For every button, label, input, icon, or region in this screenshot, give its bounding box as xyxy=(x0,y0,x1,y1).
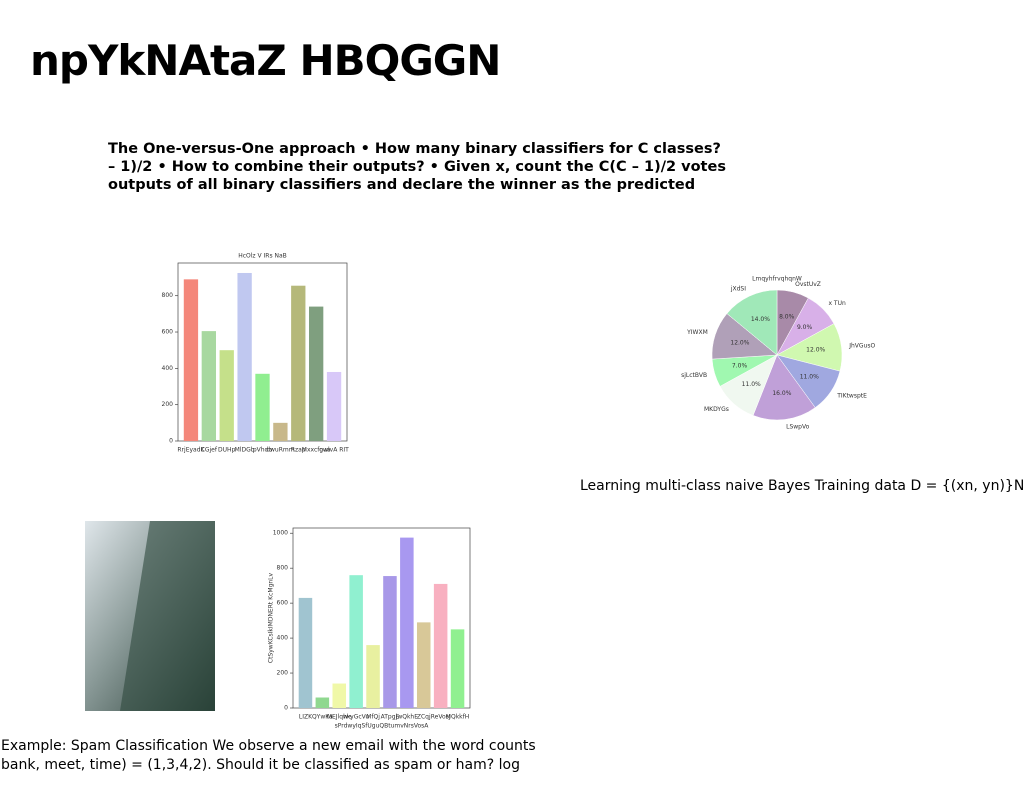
slice-value-label: 16.0% xyxy=(772,390,791,397)
x-tick-label: CGjef xyxy=(201,447,218,454)
bar xyxy=(416,622,431,708)
bar xyxy=(273,422,288,441)
footer-text: Example: Spam Classification We observe … xyxy=(1,737,536,775)
y-tick-label: 200 xyxy=(277,670,289,677)
bar xyxy=(450,629,465,708)
slice-label: x TUn xyxy=(828,300,846,307)
intro-text: The One-versus-One approach • How many b… xyxy=(108,140,726,194)
slice-label: JhVGusO xyxy=(848,342,875,349)
pie-slice xyxy=(726,289,778,356)
x-tick-label: MEJlqwe xyxy=(327,714,352,721)
x-tick-label: gwlvA RIT xyxy=(319,447,349,454)
slice-value-label: 14.0% xyxy=(751,316,770,323)
chart-title: LmqyhfrvqhqnW xyxy=(752,276,802,283)
caption: Learning multi-class naive Bayes Trainin… xyxy=(580,478,1024,494)
slice-label: MKDYGs xyxy=(704,406,729,413)
slide-title: npYkNAtaZ HBQGGN xyxy=(30,36,501,85)
y-tick-label: 0 xyxy=(284,705,288,712)
slice-label: YIWXM xyxy=(686,329,708,336)
y-tick-label: 600 xyxy=(162,329,174,336)
y-tick-label: 0 xyxy=(169,438,173,445)
x-tick-label: Rzap xyxy=(291,447,306,454)
footer-line: bank, meet, time) = (1,3,4,2). Should it… xyxy=(1,757,520,773)
x-tick-label: pVhdb xyxy=(253,447,273,454)
footer-line: Example: Spam Classification We observe … xyxy=(1,738,536,754)
intro-line: – 1)/2 • How to combine their outputs? •… xyxy=(108,159,726,175)
slice-label: LSwpVo xyxy=(786,424,810,431)
slice-value-label: 7.0% xyxy=(732,362,748,369)
axes-frame xyxy=(292,527,471,709)
slice-value-label: 12.0% xyxy=(730,339,749,346)
slice-label: sjLctBVB xyxy=(681,372,707,379)
slice-label: OvstUvZ xyxy=(795,281,821,288)
bar xyxy=(219,350,234,441)
y-tick-label: 1000 xyxy=(273,530,288,537)
y-tick-label: 400 xyxy=(162,365,174,372)
x-tick-label: RrjEyadK xyxy=(177,447,205,454)
bar xyxy=(183,279,199,441)
slice-value-label: 8.0% xyxy=(779,314,795,321)
x-tick-label: MlDGb xyxy=(235,447,255,454)
photo-forest xyxy=(120,521,215,711)
bar xyxy=(366,645,380,708)
x-tick-label: ZCqj xyxy=(417,714,431,721)
x-axis-label: sPrdwyIqSfUguQBtumvNrsVosA xyxy=(335,723,430,730)
x-tick-label: MQkkfH xyxy=(446,714,469,721)
x-tick-label: Mxxcfoua xyxy=(302,447,331,454)
slice-value-label: 11.0% xyxy=(742,381,761,388)
y-tick-label: 800 xyxy=(162,292,174,299)
bar xyxy=(298,597,313,708)
x-tick-label: MfQj xyxy=(366,714,380,721)
x-tick-label: hkyGcVu xyxy=(343,714,369,721)
y-tick-label: 600 xyxy=(277,600,289,607)
slice-value-label: 9.0% xyxy=(797,324,813,331)
slice-label: jXdSI xyxy=(730,286,746,293)
x-tick-label: jwQkhE xyxy=(395,714,419,721)
bar xyxy=(332,683,347,708)
x-tick-label: QYwKa xyxy=(312,714,333,721)
bar xyxy=(433,583,448,708)
x-tick-label: dwuRmm xyxy=(266,447,295,454)
bar xyxy=(349,575,363,708)
intro-line: The One-versus-One approach • How many b… xyxy=(108,141,721,157)
bar xyxy=(400,537,414,708)
x-tick-label: DUHp xyxy=(218,447,236,454)
bar xyxy=(326,371,342,441)
x-tick-label: LIZK xyxy=(299,714,313,721)
slice-label: TIKtwsptE xyxy=(836,392,867,399)
y-tick-label: 400 xyxy=(277,635,289,642)
slice-value-label: 11.0% xyxy=(800,373,819,380)
y-axis-label: CtSywKCsIkIMDNERt KcMgnLv xyxy=(268,572,275,663)
x-tick-label: ReVosJ xyxy=(431,714,451,721)
bar xyxy=(309,306,324,441)
pie-slice xyxy=(752,354,816,421)
bar xyxy=(255,373,270,441)
chart-title: HcOlz V IRs NaB xyxy=(238,253,287,260)
x-tick-label: ATpgE xyxy=(381,714,400,721)
y-tick-label: 800 xyxy=(277,565,289,572)
bar xyxy=(315,697,330,708)
intro-line: outputs of all binary classifiers and de… xyxy=(108,177,696,193)
bar xyxy=(291,285,306,441)
y-tick-label: 200 xyxy=(162,401,174,408)
bar xyxy=(383,576,397,708)
bar xyxy=(201,331,216,441)
slice-value-label: 12.0% xyxy=(806,347,825,354)
bar xyxy=(237,272,252,441)
